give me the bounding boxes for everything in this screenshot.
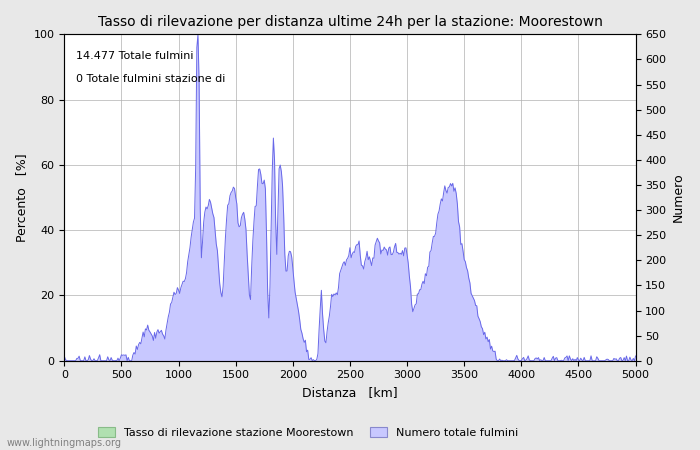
Text: www.lightningmaps.org: www.lightningmaps.org (7, 438, 122, 448)
Text: 0 Totale fulmini stazione di: 0 Totale fulmini stazione di (76, 73, 225, 84)
Text: 14.477 Totale fulmini: 14.477 Totale fulmini (76, 51, 193, 61)
Title: Tasso di rilevazione per distanza ultime 24h per la stazione: Moorestown: Tasso di rilevazione per distanza ultime… (97, 15, 603, 29)
Legend: Tasso di rilevazione stazione Moorestown, Numero totale fulmini: Tasso di rilevazione stazione Moorestown… (94, 423, 522, 442)
Y-axis label: Numero: Numero (672, 173, 685, 222)
Y-axis label: Percento   [%]: Percento [%] (15, 153, 28, 242)
X-axis label: Distanza   [km]: Distanza [km] (302, 386, 398, 399)
